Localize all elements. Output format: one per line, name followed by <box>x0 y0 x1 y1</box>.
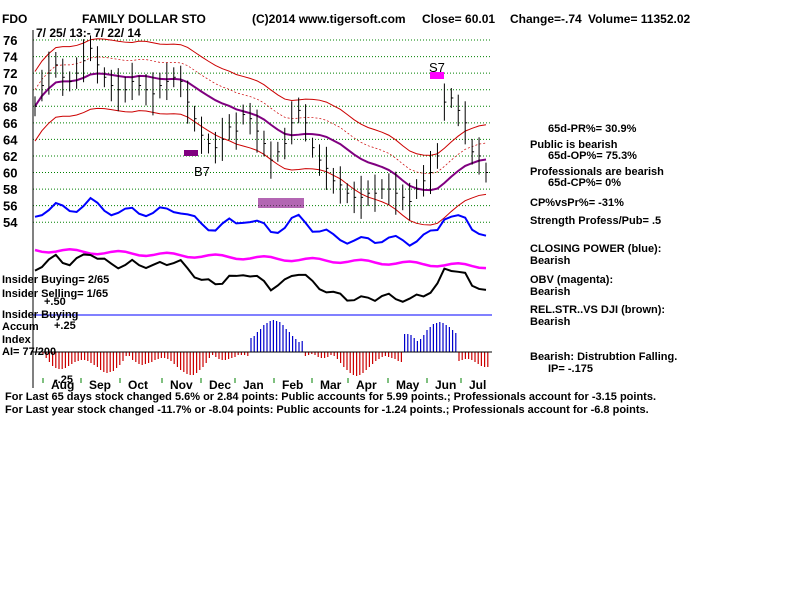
insider-selling-label: Insider Selling= 1/65 <box>2 288 109 300</box>
price-change: Change=-.74 <box>510 12 582 26</box>
x-axis-ticks: Aug Sep Oct Nov Dec Jan Feb Mar Apr May Jun Jul <box>42 378 486 392</box>
obv-series <box>34 248 487 270</box>
side-note: OBV (magenta): <box>530 274 614 286</box>
y-tick-label: 70 <box>3 83 17 98</box>
closing-power-line <box>34 196 487 247</box>
y-tick-label: 68 <box>3 99 17 114</box>
company-name: FAMILY DOLLAR STO <box>82 12 206 26</box>
relative-strength-line <box>33 253 492 316</box>
side-note: Bearish <box>530 316 571 328</box>
moving-average <box>34 72 487 192</box>
x-tick-label: Aug <box>51 378 74 392</box>
x-tick-label: Jan <box>243 378 264 392</box>
x-tick-label: Apr <box>356 378 377 392</box>
y-tick-label: 72 <box>3 66 17 81</box>
y-tick-label: 62 <box>3 149 17 164</box>
accum-plus50-label: +.50 <box>44 296 66 308</box>
price-bars <box>34 35 488 221</box>
y-tick-label: 74 <box>3 50 18 65</box>
x-tick-label: Jul <box>469 378 486 392</box>
x-tick-label: Mar <box>320 378 342 392</box>
y-tick-label: 66 <box>3 116 17 131</box>
index-label: Index <box>2 334 31 346</box>
copyright-text: (C)2014 www.tigersoft.com <box>252 12 406 26</box>
insider-buying-label: Insider Buying= 2/65 <box>2 274 110 286</box>
side-note: Bearish <box>530 286 571 298</box>
accum-label: Accum <box>2 321 39 333</box>
side-note: Strength Profess/Pub= .5 <box>530 215 662 227</box>
signal-b7-marker <box>184 150 198 156</box>
ticker-symbol: FDO <box>2 12 28 26</box>
side-note: 65d-CP%= 0% <box>548 177 622 189</box>
footer-line-65d: For Last 65 days stock changed 5.6% or 2… <box>5 391 656 403</box>
rel-str-series <box>34 253 487 303</box>
signal-s7-marker <box>430 72 444 79</box>
side-note: Public is bearish <box>530 139 618 151</box>
y-tick-label: 58 <box>3 182 17 197</box>
signal-s7: S7 <box>429 60 445 75</box>
upper-band <box>34 38 487 156</box>
inner-band <box>34 56 487 174</box>
side-note: Bearish <box>530 255 571 267</box>
closing-power-series <box>34 196 487 247</box>
ma65-line <box>34 72 487 192</box>
accum-minus25-label: -.25 <box>54 374 73 386</box>
chart-grid <box>32 30 492 388</box>
side-note: CP%vsPr%= -31% <box>530 197 624 209</box>
close-price: Close= 60.01 <box>422 12 496 26</box>
obv-line <box>34 248 487 270</box>
volume-text: Volume= 11352.02 <box>588 12 691 26</box>
y-tick-label: 64 <box>3 132 18 147</box>
x-tick-label: Oct <box>128 378 148 392</box>
signal-b7: B7 <box>194 164 210 179</box>
x-tick-label: May <box>396 378 420 392</box>
buy-signal-cluster <box>258 198 304 208</box>
signal-markers <box>184 72 444 208</box>
side-note: Professionals are bearish <box>530 166 664 178</box>
footer-line-year: For Last year stock changed -11.7% or -8… <box>5 404 649 416</box>
ai-label: AI= 77/200 <box>2 346 57 358</box>
x-tick-label: Nov <box>170 378 193 392</box>
y-tick-label: 56 <box>3 199 17 214</box>
date-range: 7/ 25/ 13:- 7/ 22/ 14 <box>36 26 141 40</box>
insider-label: Insider Buying <box>2 309 79 321</box>
side-note: Bearish: Distrubtion Falling. <box>530 351 678 363</box>
side-note: 65d-OP%= 75.3% <box>548 150 637 162</box>
y-tick-label: 60 <box>3 166 17 181</box>
bollinger-bands <box>34 38 487 226</box>
side-note: CLOSING POWER (blue): <box>530 243 662 255</box>
side-note: IP= -.175 <box>548 363 593 375</box>
x-tick-label: Sep <box>89 378 111 392</box>
x-tick-label: Dec <box>209 378 231 392</box>
accumulation-bars <box>33 320 492 376</box>
y-tick-label: 54 <box>3 215 18 230</box>
side-note: REL.STR..VS DJI (brown): <box>530 304 666 316</box>
y-tick-label: 76 <box>3 33 17 48</box>
accum-plus25-label: +.25 <box>54 320 76 332</box>
chart-header: FDO FAMILY DOLLAR STO (C)2014 www.tigers… <box>0 0 800 28</box>
side-note: 65d-PR%= 30.9% <box>548 123 637 135</box>
x-tick-label: Feb <box>282 378 303 392</box>
x-tick-label: Jun <box>435 378 456 392</box>
lower-band <box>34 107 487 226</box>
